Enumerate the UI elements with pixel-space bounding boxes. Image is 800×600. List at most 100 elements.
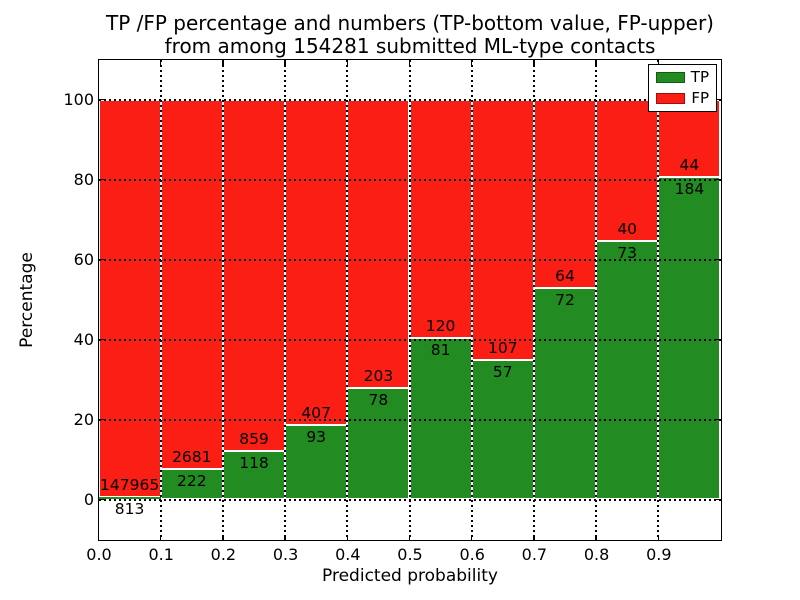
- y-tick-mark: [98, 338, 104, 341]
- x-tick-mark: [346, 534, 349, 540]
- stacked-bar: [98, 99, 161, 500]
- x-tick-mark: [222, 59, 224, 65]
- bar-segment-tp: [533, 287, 597, 500]
- x-tick-mark: [346, 59, 349, 65]
- x-tick-mark: [470, 534, 473, 540]
- x-tick-mark: [408, 59, 411, 65]
- y-tick-mark: [715, 338, 721, 341]
- y-tick-mark: [98, 498, 104, 501]
- bar-label-tp: 57: [492, 363, 513, 382]
- x-tick-mark: [533, 59, 535, 65]
- v-grid-line: [221, 59, 224, 540]
- bar-segment-fp: [285, 99, 348, 426]
- bar-label-fp: 407: [301, 404, 331, 423]
- x-tick-mark: [408, 534, 411, 540]
- v-grid-line: [532, 59, 535, 540]
- legend-swatch-tp-icon: [656, 72, 685, 83]
- stacked-bar: [658, 99, 721, 500]
- y-tick-mark: [715, 258, 721, 261]
- x-tick-label: 0.8: [583, 545, 610, 564]
- bar-segment-fp: [160, 99, 223, 469]
- y-tick-mark: [715, 98, 721, 101]
- x-tick-label: 0.7: [521, 545, 548, 564]
- x-tick-label: 0.0: [86, 545, 112, 564]
- bar-segment-fp: [98, 99, 161, 498]
- x-tick-mark: [159, 59, 162, 65]
- x-tick-mark: [284, 59, 286, 65]
- bar-segment-fp: [347, 99, 410, 389]
- bar-label-fp: 203: [363, 367, 394, 386]
- stacked-bar: [160, 99, 223, 500]
- legend-label-fp: FP: [691, 89, 709, 107]
- x-tick-mark: [97, 534, 100, 540]
- y-tick-mark: [98, 258, 104, 261]
- bar-segment-fp: [409, 99, 472, 339]
- y-axis-label: Percentage: [17, 252, 37, 348]
- bar-label-tp: 73: [617, 244, 638, 263]
- x-tick-label: 0.4: [335, 545, 361, 564]
- h-grid-line: [98, 258, 721, 261]
- bar-label-fp: 64: [555, 266, 575, 285]
- bar-label-fp: 2681: [172, 447, 212, 466]
- x-tick-label: 0.5: [397, 545, 423, 564]
- legend-label-tp: TP: [690, 68, 709, 86]
- x-tick-label: 0.1: [148, 545, 174, 564]
- y-tick-label: 0: [83, 490, 94, 509]
- bar-label-tp: 72: [555, 290, 575, 309]
- x-tick-mark: [595, 59, 597, 65]
- stacked-bar: [471, 99, 534, 500]
- legend-item-tp: TP: [656, 70, 709, 85]
- bar-label-fp: 147965: [100, 476, 160, 495]
- stacked-bar: [596, 99, 659, 500]
- chart-title-line2: from among 154281 submitted ML-type cont…: [164, 34, 656, 58]
- v-grid-line: [408, 59, 411, 540]
- y-tick-label: 60: [73, 250, 94, 269]
- bar-segment-tp: [658, 176, 721, 500]
- bar-segment-tp: [596, 241, 659, 500]
- h-grid-line: [98, 98, 721, 101]
- stacked-bar: [409, 99, 472, 500]
- bar-label-tp: 184: [674, 179, 705, 198]
- x-tick-label: 0.6: [459, 545, 485, 564]
- x-tick-label: 0.2: [210, 545, 237, 564]
- x-tick-mark: [657, 534, 660, 540]
- bar-label-fp: 44: [679, 155, 700, 174]
- y-tick-mark: [98, 98, 104, 101]
- y-tick-label: 20: [73, 410, 94, 429]
- bar-label-fp: 120: [425, 317, 456, 336]
- h-grid-line: [98, 418, 721, 421]
- x-tick-label: 0.3: [272, 545, 299, 564]
- v-grid-line: [595, 59, 598, 540]
- x-tick-mark: [284, 534, 286, 540]
- y-tick-mark: [715, 498, 721, 501]
- y-tick-mark: [98, 178, 104, 181]
- v-grid-line: [657, 59, 660, 540]
- legend-swatch-fp-icon: [656, 93, 685, 104]
- x-tick-mark: [159, 534, 162, 540]
- bar-label-tp: 222: [177, 471, 207, 490]
- bar-label-tp: 118: [239, 454, 269, 473]
- y-tick-label: 40: [73, 330, 94, 349]
- plot-area: 147965 813 2681 222 859 118 407 93 203 78 120 81 107…: [97, 58, 722, 541]
- x-axis-label: Predicted probability: [322, 566, 498, 586]
- bar-label-fp: 107: [488, 339, 518, 358]
- h-grid-line: [98, 338, 721, 341]
- bar-segment-fp: [658, 99, 721, 177]
- legend: TP FP: [648, 64, 717, 112]
- bar-label-tp: 813: [114, 500, 145, 519]
- x-tick-mark: [533, 534, 535, 540]
- y-tick-mark: [98, 418, 104, 421]
- x-tick-mark: [97, 59, 100, 65]
- x-tick-label: 0.9: [646, 545, 672, 564]
- x-tick-mark: [657, 59, 660, 65]
- chart-title: TP /FP percentage and numbers (TP-bottom…: [99, 12, 721, 58]
- bar-label-tp: 81: [430, 341, 451, 360]
- v-grid-line: [284, 59, 287, 540]
- legend-item-fp: FP: [656, 91, 709, 106]
- y-tick-label: 80: [73, 170, 94, 189]
- chart-title-line1: TP /FP percentage and numbers (TP-bottom…: [106, 11, 714, 35]
- y-tick-label: 100: [63, 90, 94, 109]
- h-grid-line: [98, 498, 721, 501]
- stacked-bar: [347, 99, 410, 500]
- v-grid-line: [470, 59, 473, 540]
